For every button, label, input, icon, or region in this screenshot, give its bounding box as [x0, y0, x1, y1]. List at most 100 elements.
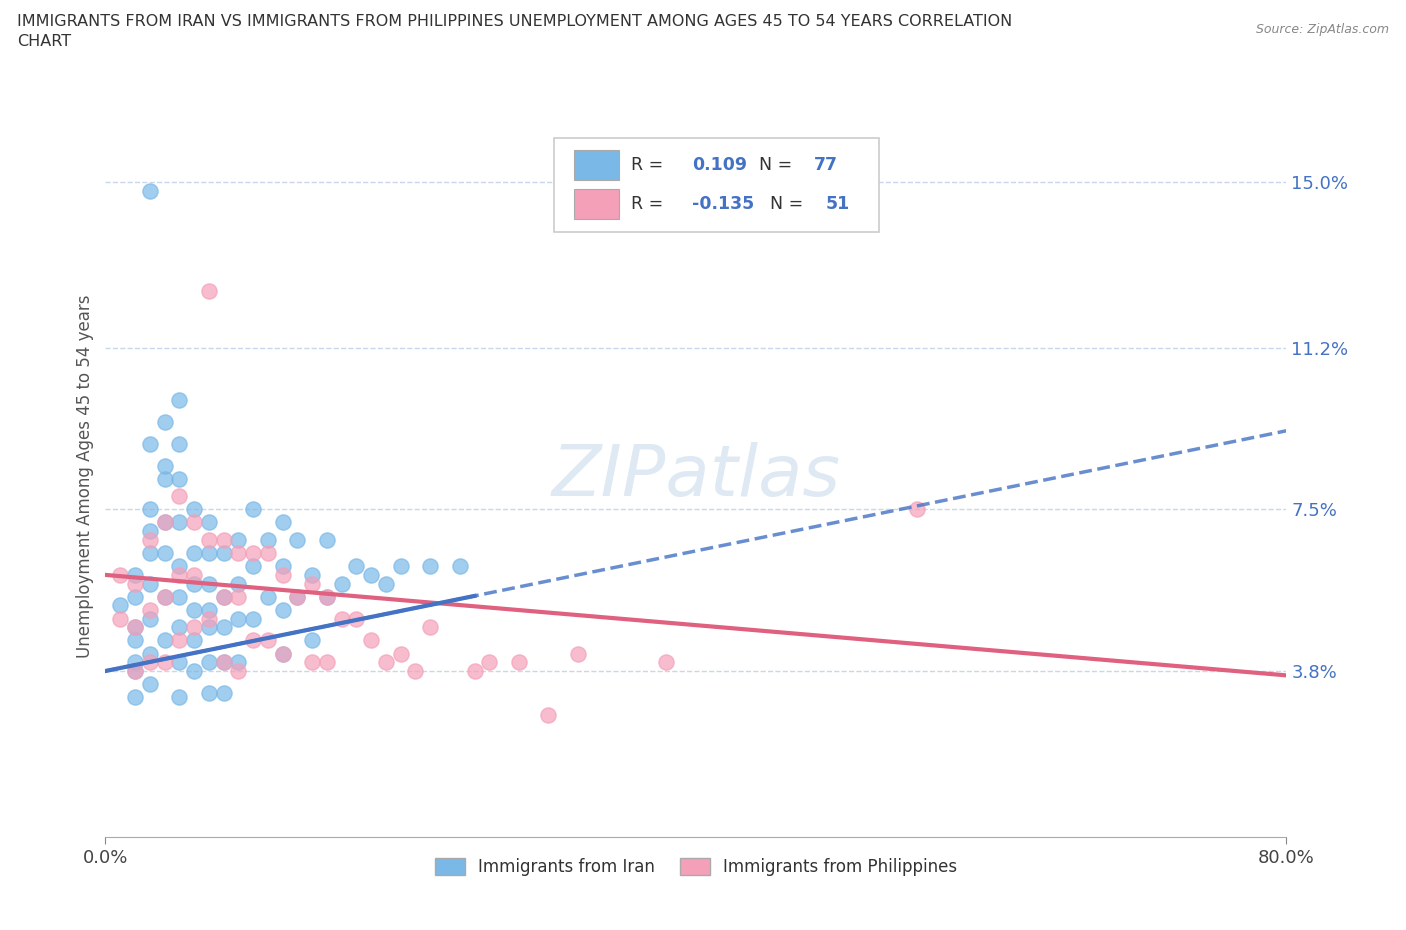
Point	[271, 646, 294, 661]
Point	[228, 611, 250, 626]
Point	[169, 620, 191, 635]
Point	[257, 546, 280, 561]
Point	[212, 590, 235, 604]
Point	[508, 655, 530, 670]
Point	[169, 690, 191, 705]
Point	[315, 590, 337, 604]
Point	[138, 546, 162, 561]
Point	[419, 620, 441, 635]
Point	[183, 567, 205, 582]
Point	[907, 502, 929, 517]
Point	[138, 603, 162, 618]
Text: N =: N =	[759, 156, 797, 174]
Point	[197, 284, 219, 299]
Point	[138, 524, 162, 538]
Point	[153, 458, 176, 473]
Point	[419, 559, 441, 574]
Point	[271, 515, 294, 530]
Point	[197, 620, 219, 635]
Point	[257, 633, 280, 648]
Point	[183, 620, 205, 635]
Point	[124, 664, 146, 679]
Point	[271, 567, 294, 582]
Point	[242, 559, 264, 574]
Point	[138, 502, 162, 517]
Text: N =: N =	[770, 195, 808, 213]
Point	[124, 620, 146, 635]
Point	[346, 611, 368, 626]
Point	[271, 603, 294, 618]
Text: R =: R =	[631, 195, 669, 213]
Point	[169, 489, 191, 504]
Point	[228, 590, 250, 604]
Point	[169, 655, 191, 670]
Point	[464, 664, 486, 679]
Point	[242, 546, 264, 561]
Point	[449, 559, 471, 574]
Point	[242, 633, 264, 648]
Point	[124, 620, 146, 635]
Point	[169, 590, 191, 604]
Text: Source: ZipAtlas.com: Source: ZipAtlas.com	[1256, 23, 1389, 36]
Text: R =: R =	[631, 156, 669, 174]
Point	[124, 633, 146, 648]
Point	[271, 559, 294, 574]
Point	[183, 577, 205, 591]
Point	[287, 590, 309, 604]
Point	[360, 633, 382, 648]
Point	[197, 515, 219, 530]
Point	[330, 611, 353, 626]
Point	[228, 533, 250, 548]
Text: -0.135: -0.135	[692, 195, 755, 213]
Point	[124, 577, 146, 591]
Point	[212, 546, 235, 561]
Point	[197, 655, 219, 670]
Point	[315, 590, 337, 604]
Point	[124, 655, 146, 670]
Point	[330, 577, 353, 591]
Point	[301, 577, 323, 591]
Point	[169, 436, 191, 451]
Point	[287, 533, 309, 548]
Point	[110, 598, 132, 613]
Text: 0.109: 0.109	[692, 156, 748, 174]
Point	[301, 633, 323, 648]
Point	[169, 515, 191, 530]
Point	[153, 546, 176, 561]
Point	[655, 655, 678, 670]
Point	[257, 533, 280, 548]
Bar	[574, 150, 619, 180]
Point	[346, 559, 368, 574]
Legend: Immigrants from Iran, Immigrants from Philippines: Immigrants from Iran, Immigrants from Ph…	[427, 851, 965, 883]
Text: ZIPatlas: ZIPatlas	[551, 442, 841, 512]
Point	[169, 633, 191, 648]
Text: CHART: CHART	[17, 34, 70, 49]
Point	[169, 392, 191, 407]
Point	[110, 611, 132, 626]
Point	[212, 655, 235, 670]
Point	[153, 655, 176, 670]
FancyBboxPatch shape	[554, 138, 879, 232]
Point	[138, 183, 162, 198]
Point	[315, 533, 337, 548]
Point	[197, 546, 219, 561]
Point	[183, 502, 205, 517]
Point	[153, 515, 176, 530]
Point	[537, 707, 560, 722]
Point	[301, 655, 323, 670]
Bar	[574, 189, 619, 219]
Point	[212, 590, 235, 604]
Point	[389, 646, 412, 661]
Point	[153, 515, 176, 530]
Point	[212, 655, 235, 670]
Point	[478, 655, 501, 670]
Point	[315, 655, 337, 670]
Text: IMMIGRANTS FROM IRAN VS IMMIGRANTS FROM PHILIPPINES UNEMPLOYMENT AMONG AGES 45 T: IMMIGRANTS FROM IRAN VS IMMIGRANTS FROM …	[17, 14, 1012, 29]
Y-axis label: Unemployment Among Ages 45 to 54 years: Unemployment Among Ages 45 to 54 years	[76, 295, 94, 658]
Point	[153, 633, 176, 648]
Point	[212, 533, 235, 548]
Point	[228, 577, 250, 591]
Point	[271, 646, 294, 661]
Text: 77: 77	[814, 156, 838, 174]
Point	[124, 590, 146, 604]
